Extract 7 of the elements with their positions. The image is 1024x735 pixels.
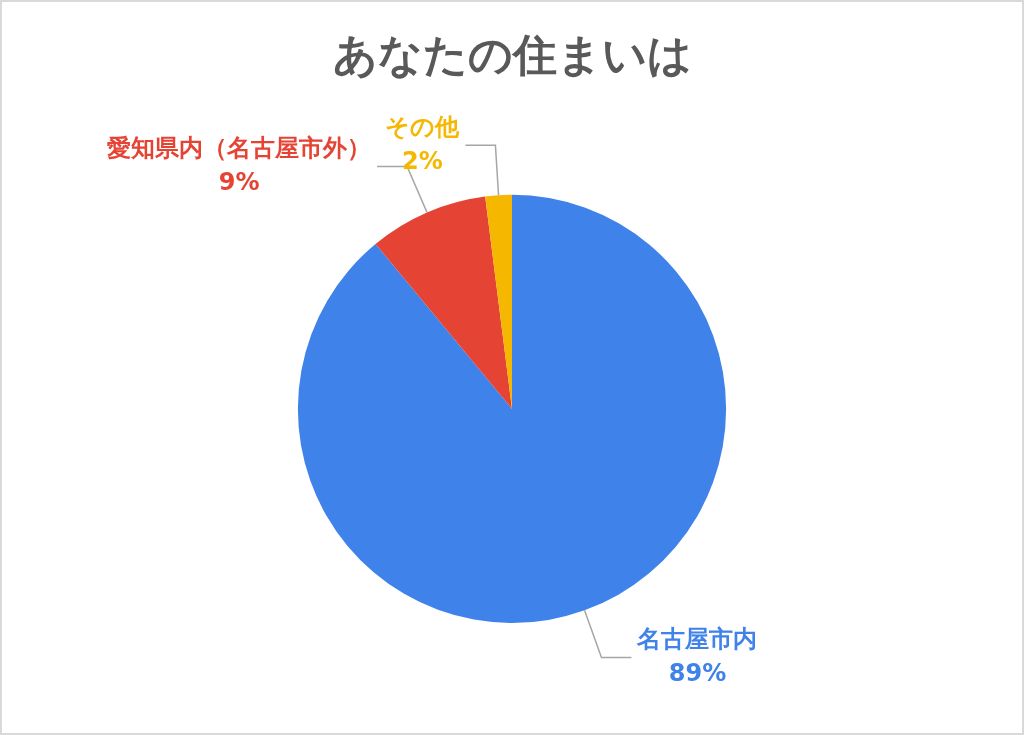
slice-label: 愛知県内（名古屋市外） — [107, 133, 372, 162]
data-label: 2% — [402, 146, 443, 175]
slice-label: その他 — [385, 112, 461, 141]
data-label: 9% — [218, 167, 260, 196]
data-label: 89% — [668, 658, 727, 687]
chart-title: あなたの住まいは — [332, 28, 692, 80]
slice-label: 名古屋市内 — [636, 624, 758, 653]
